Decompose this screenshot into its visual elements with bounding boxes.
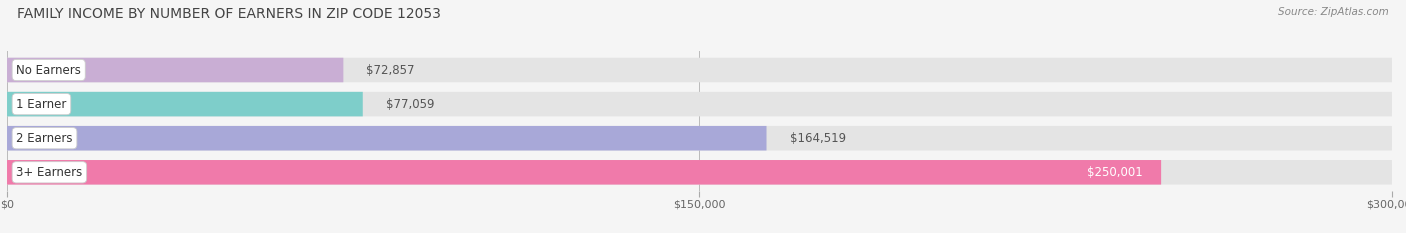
Text: $250,001: $250,001 [1087, 166, 1143, 179]
Text: FAMILY INCOME BY NUMBER OF EARNERS IN ZIP CODE 12053: FAMILY INCOME BY NUMBER OF EARNERS IN ZI… [17, 7, 440, 21]
Text: 2 Earners: 2 Earners [17, 132, 73, 145]
FancyBboxPatch shape [7, 126, 1392, 151]
FancyBboxPatch shape [7, 92, 363, 116]
Text: $72,857: $72,857 [367, 64, 415, 76]
FancyBboxPatch shape [7, 126, 766, 151]
Text: 3+ Earners: 3+ Earners [17, 166, 83, 179]
Text: 1 Earner: 1 Earner [17, 98, 66, 111]
Text: Source: ZipAtlas.com: Source: ZipAtlas.com [1278, 7, 1389, 17]
Text: No Earners: No Earners [17, 64, 82, 76]
FancyBboxPatch shape [7, 92, 1392, 116]
Text: $77,059: $77,059 [385, 98, 434, 111]
FancyBboxPatch shape [7, 160, 1161, 185]
Text: $164,519: $164,519 [790, 132, 846, 145]
FancyBboxPatch shape [7, 58, 1392, 82]
FancyBboxPatch shape [7, 58, 343, 82]
FancyBboxPatch shape [7, 160, 1392, 185]
